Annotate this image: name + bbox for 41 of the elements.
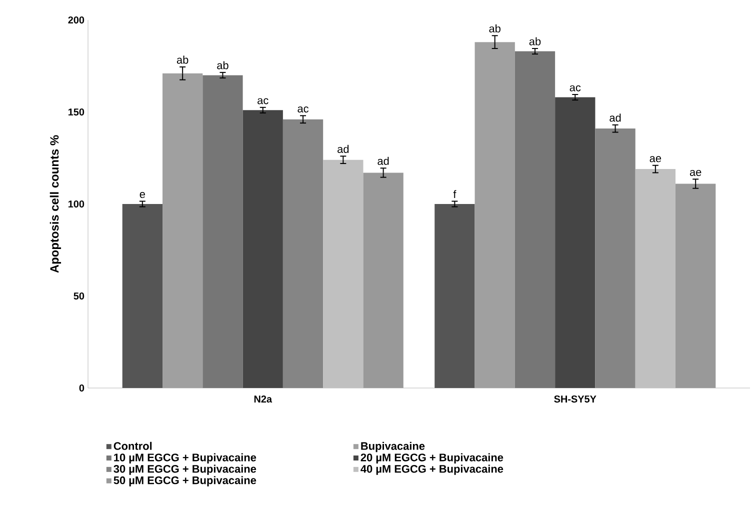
data-label: ac — [258, 98, 268, 104]
y-tick-label: 0 — [79, 384, 84, 392]
data-label: ab — [529, 37, 541, 46]
bar — [635, 169, 676, 388]
data-label: ad — [610, 114, 621, 122]
bar — [514, 51, 556, 388]
bar — [242, 110, 283, 388]
x-tick-label: N2a — [254, 396, 272, 403]
y-tick-label: 150 — [68, 108, 84, 116]
bar — [122, 204, 162, 388]
data-label: ac — [298, 106, 309, 112]
data-label: f — [453, 190, 456, 198]
data-label: ab — [489, 24, 500, 32]
bar — [282, 119, 324, 388]
legend-label: 20 µM EGCG + Bupivacaine — [360, 453, 504, 464]
bar — [323, 160, 364, 388]
y-axis-title: Apoptosis cell counts % — [50, 135, 62, 273]
bar — [434, 204, 475, 388]
legend-label: Control — [114, 442, 152, 450]
data-label: ae — [650, 156, 662, 162]
y-tick-label: 100 — [68, 200, 84, 208]
legend-label: 40 µM EGCG + Bupivacaine — [360, 464, 504, 475]
bar — [595, 128, 636, 388]
bar — [676, 184, 716, 388]
legend-label: 30 µM EGCG + Bupivacaine — [114, 464, 256, 475]
bar — [202, 75, 243, 388]
y-tick-label: 200 — [68, 16, 84, 24]
bar — [555, 97, 596, 388]
data-label: ae — [690, 170, 702, 176]
data-label: ac — [570, 85, 581, 92]
legend-label: 50 µM EGCG + Bupivacaine — [114, 476, 256, 486]
y-tick-label: 50 — [74, 292, 84, 300]
data-label: ab — [176, 56, 188, 64]
bar — [363, 172, 404, 388]
data-label: e — [140, 192, 145, 198]
data-label: ad — [338, 144, 349, 153]
legend-label: Bupivacaine — [361, 442, 425, 452]
data-label: ab — [217, 61, 228, 70]
x-tick-label: SH-SY5Y — [554, 396, 596, 403]
data-label: ad — [378, 156, 389, 165]
legend-label: 10 µM EGCG + Bupivacaine — [114, 453, 256, 464]
